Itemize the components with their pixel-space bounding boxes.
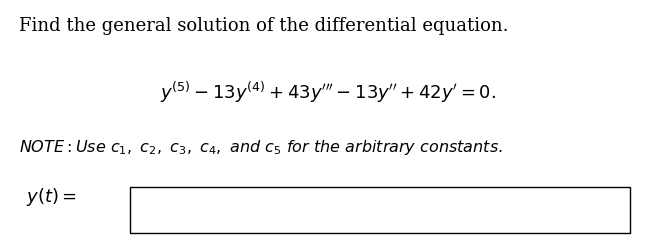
Text: $\it{NOTE: Use\ c_1,\ c_2,\ c_3,\ c_4,\ and\ c_5\ for\ the\ arbitrary\ constants: $\it{NOTE: Use\ c_1,\ c_2,\ c_3,\ c_4,\ … (20, 138, 503, 157)
FancyBboxPatch shape (130, 187, 630, 234)
Text: $y(t) =$: $y(t) =$ (26, 186, 77, 208)
Text: $y^{(5)} - 13y^{(4)} + 43y^{\prime\prime\prime} - 13y^{\prime\prime} + 42y^{\pri: $y^{(5)} - 13y^{(4)} + 43y^{\prime\prime… (160, 79, 496, 105)
Text: Find the general solution of the differential equation.: Find the general solution of the differe… (20, 17, 509, 35)
